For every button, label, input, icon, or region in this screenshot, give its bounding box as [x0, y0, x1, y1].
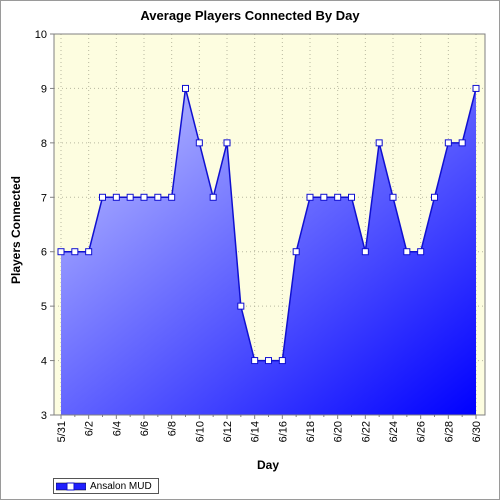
x-tick-label: 6/14 — [250, 421, 262, 442]
plot-border — [53, 33, 486, 416]
legend-label: Ansalon MUD — [90, 480, 152, 492]
x-axis-label: Day — [256, 458, 280, 472]
x-tick-label: 6/28 — [443, 421, 455, 442]
data-point — [168, 193, 176, 201]
x-tick-label: 6/30 — [471, 421, 483, 442]
data-point — [403, 248, 411, 256]
x-tick-label: 6/22 — [360, 421, 372, 442]
x-tick-label: 6/12 — [222, 421, 234, 442]
y-tick-label: 4 — [41, 356, 47, 368]
data-point — [140, 193, 148, 201]
data-point — [458, 139, 466, 147]
data-point — [126, 193, 134, 201]
data-point — [195, 139, 203, 147]
x-tick-label: 6/6 — [139, 421, 151, 436]
data-point — [278, 357, 286, 365]
data-point — [71, 248, 79, 256]
data-point — [57, 248, 65, 256]
y-tick-label: 7 — [41, 192, 47, 204]
y-tick-label: 10 — [35, 29, 47, 41]
axes — [50, 33, 486, 419]
y-tick-label: 6 — [41, 247, 47, 259]
data-point — [417, 248, 425, 256]
data-point — [251, 357, 259, 365]
x-tick-label: 6/18 — [305, 421, 317, 442]
legend-swatch — [56, 482, 86, 490]
data-point — [154, 193, 162, 201]
x-tick-label: 6/26 — [416, 421, 428, 442]
chart-title: Average Players Connected By Day — [140, 8, 360, 23]
series-area — [61, 88, 476, 415]
data-point — [265, 357, 272, 365]
y-tick-label: 5 — [41, 301, 47, 313]
data-point — [389, 193, 397, 201]
x-tick-label: 6/10 — [194, 421, 206, 442]
data-point — [431, 193, 438, 201]
x-tick-label: 5/31 — [56, 421, 68, 442]
data-point — [375, 139, 383, 147]
data-point — [306, 193, 314, 201]
legend: Ansalon MUD — [53, 478, 159, 494]
data-point — [112, 193, 120, 201]
data-point — [444, 139, 452, 147]
x-tick-label: 6/20 — [333, 421, 345, 442]
y-tick-labels: 3 4 5 6 7 8 9 10 — [35, 29, 47, 422]
y-tick-label: 8 — [41, 138, 47, 150]
data-point — [99, 193, 106, 201]
data-point — [182, 84, 189, 92]
x-tick-label: 6/16 — [277, 421, 289, 442]
x-tick-label: 6/2 — [84, 421, 96, 436]
y-tick-label: 9 — [41, 83, 47, 95]
data-point — [348, 193, 355, 201]
x-tick-label: 6/4 — [111, 421, 123, 436]
data-point — [361, 248, 369, 256]
data-point — [209, 193, 217, 201]
series-markers — [57, 84, 480, 365]
x-tick-labels: 5/31 6/2 6/4 6/6 6/8 6/10 6/12 6/14 6/16 6/18 6/20… — [56, 421, 483, 442]
data-point — [320, 193, 328, 201]
data-point — [334, 193, 342, 201]
data-point — [292, 248, 300, 256]
x-tick-label: 6/8 — [167, 421, 179, 436]
data-point — [237, 302, 245, 310]
data-point — [85, 248, 93, 256]
data-point — [223, 139, 231, 147]
data-point — [472, 84, 480, 92]
x-tick-label: 6/24 — [388, 421, 400, 442]
y-tick-label: 3 — [41, 410, 47, 422]
